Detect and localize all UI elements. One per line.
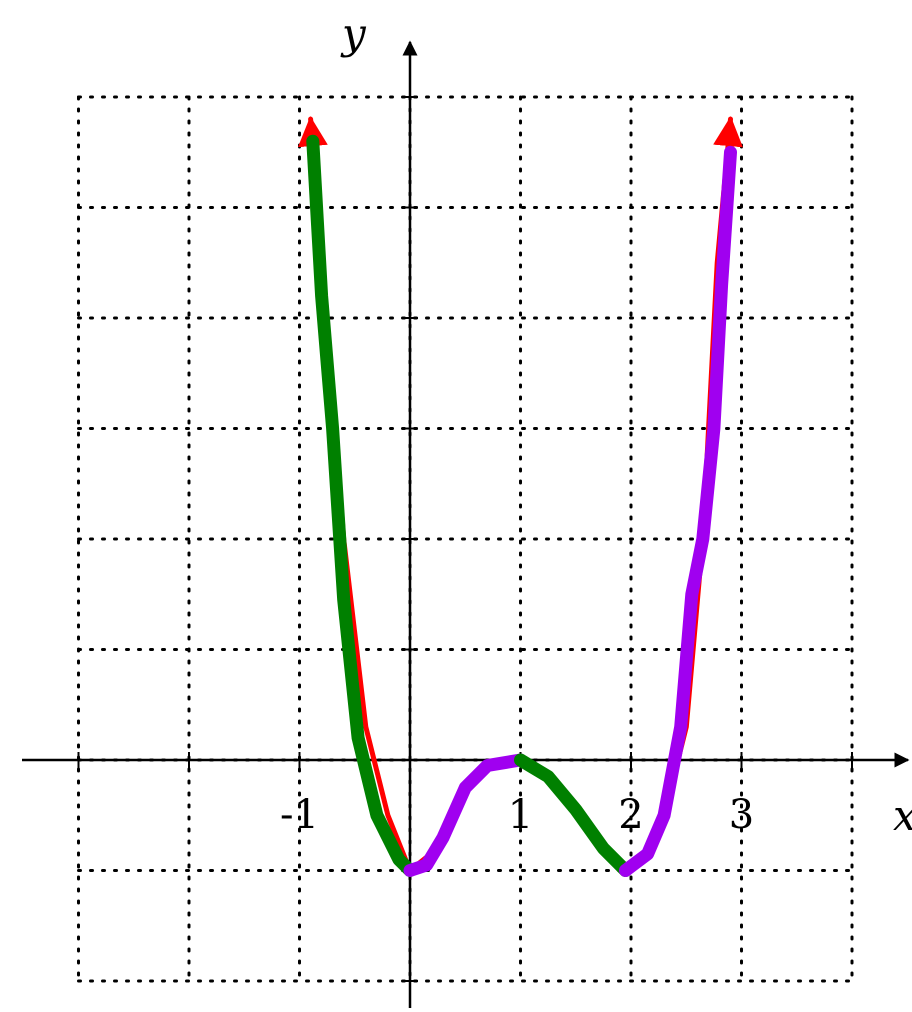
grid — [77, 95, 854, 983]
curve-segment-2 — [403, 753, 527, 877]
x-tick-label: 2 — [618, 792, 643, 838]
curve-segment-4 — [619, 145, 737, 877]
y-axis-label: y — [340, 9, 367, 58]
x-axis-label: x — [893, 791, 912, 840]
curve-segment-3 — [514, 753, 632, 877]
curves — [297, 116, 743, 877]
x-tick-label: 3 — [729, 792, 754, 838]
x-tick-label: -1 — [280, 792, 319, 838]
axes — [22, 40, 910, 1008]
x-tick-label: 1 — [508, 792, 533, 838]
curve-segment-1 — [306, 134, 417, 877]
labels: y x -1 1 2 3 — [280, 9, 912, 840]
